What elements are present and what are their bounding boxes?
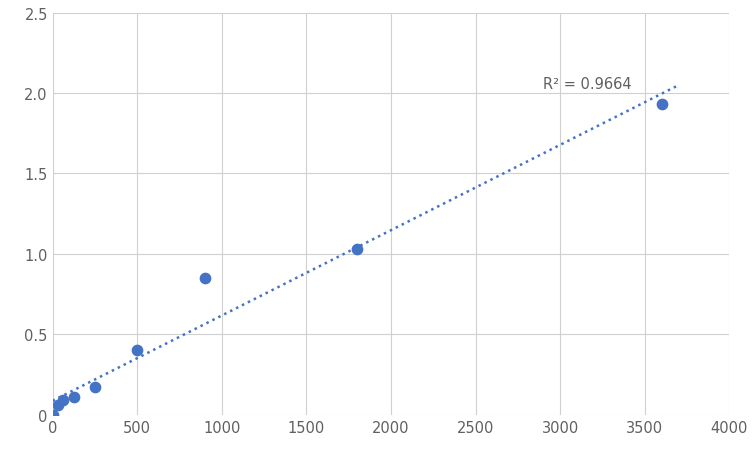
Point [68,394,80,401]
Point [89,384,101,391]
Point [47,411,59,419]
Point [57,397,69,404]
Point [131,347,143,354]
Point [52,402,64,409]
Text: R² = 0.9664: R² = 0.9664 [543,77,632,92]
Point [656,101,668,109]
Point [351,246,363,253]
Point [199,275,211,282]
